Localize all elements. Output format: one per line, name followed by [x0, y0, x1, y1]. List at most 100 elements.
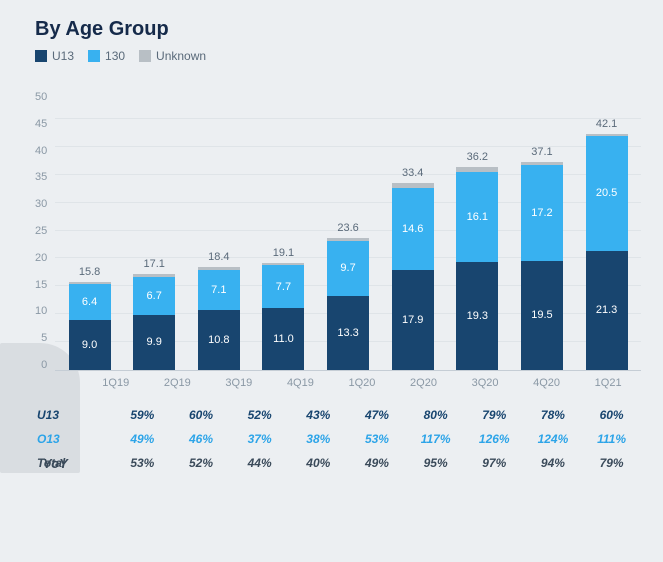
row-label: U13 [35, 408, 85, 422]
cell-value: 78% [532, 408, 574, 422]
cell-value: 60% [591, 408, 633, 422]
bar-column: 9.96.717.1 [133, 274, 175, 370]
y-tick: 30 [35, 198, 47, 210]
bar-total-label: 33.4 [402, 167, 423, 179]
bar-segment-o13: 7.7 [262, 265, 304, 308]
cell-value: 60% [180, 408, 222, 422]
y-tick: 15 [35, 279, 47, 291]
legend-item: U13 [35, 49, 74, 63]
bar-total-label: 15.8 [79, 266, 100, 278]
x-tick: 4Q19 [279, 377, 321, 389]
bar-segment-u13: 21.3 [586, 251, 628, 370]
legend-swatch [88, 50, 100, 62]
bar-total-label: 17.1 [143, 258, 164, 270]
bar-column: 17.914.633.4 [392, 183, 434, 370]
bar-segment-o13: 14.6 [392, 188, 434, 270]
bar-segment-u13: 17.9 [392, 270, 434, 370]
cell-value: 79% [473, 408, 515, 422]
bar-segment-u13: 9.9 [133, 315, 175, 370]
cell-value: 124% [532, 432, 574, 446]
row-label: O13 [35, 432, 85, 446]
bar-segment-o13: 6.4 [69, 284, 111, 320]
cell-value: 97% [473, 456, 515, 470]
bar-column: 21.320.542.1 [586, 134, 628, 370]
bar-column: 19.517.237.1 [521, 162, 563, 370]
bar-total-label: 23.6 [337, 222, 358, 234]
cell-value: 117% [415, 432, 457, 446]
bar-column: 11.07.719.1 [262, 263, 304, 370]
bar-segment-u13: 9.0 [69, 320, 111, 370]
cell-value: 49% [121, 432, 163, 446]
cell-value: 49% [356, 456, 398, 470]
legend-label: U13 [52, 49, 74, 63]
y-tick: 0 [41, 359, 47, 371]
cell-value: 126% [473, 432, 515, 446]
cell-value: 38% [297, 432, 339, 446]
bars-container: 9.06.415.89.96.717.110.87.118.411.07.719… [55, 91, 641, 370]
bar-segment-u13: 10.8 [198, 310, 240, 370]
legend-swatch [35, 50, 47, 62]
bar-column: 10.87.118.4 [198, 267, 240, 370]
chart-area: 50454035302520151050 9.06.415.89.96.717.… [35, 91, 641, 371]
bar-total-label: 19.1 [273, 247, 294, 259]
chart-title: By Age Group [35, 18, 641, 41]
y-tick: 40 [35, 145, 47, 157]
cell-value: 44% [239, 456, 281, 470]
bar-segment-o13: 6.7 [133, 277, 175, 315]
y-tick: 50 [35, 91, 47, 103]
yoy-label: YoY [41, 456, 91, 471]
y-tick: 5 [41, 332, 47, 344]
cell-value: 40% [297, 456, 339, 470]
cell-value: 59% [121, 408, 163, 422]
cell-value: 47% [356, 408, 398, 422]
bar-total-label: 37.1 [531, 146, 552, 158]
x-tick: 1Q19 [95, 377, 137, 389]
legend-item: Unknown [139, 49, 206, 63]
x-tick: 1Q21 [587, 377, 629, 389]
bar-segment-o13: 17.2 [521, 165, 563, 261]
y-tick: 10 [35, 305, 47, 317]
bar-segment-u13: 13.3 [327, 296, 369, 370]
x-tick: 3Q19 [218, 377, 260, 389]
cell-value: 95% [415, 456, 457, 470]
table-row: U13 59% 60% 52% 43% 47% 80% 79% 78% 60% [35, 403, 641, 427]
y-axis: 50454035302520151050 [35, 91, 55, 371]
y-tick: 20 [35, 252, 47, 264]
cell-value: 79% [591, 456, 633, 470]
cell-value: 53% [121, 456, 163, 470]
plot: 9.06.415.89.96.717.110.87.118.411.07.719… [55, 91, 641, 371]
x-tick: 4Q20 [526, 377, 568, 389]
bar-column: 9.06.415.8 [69, 282, 111, 370]
legend-label: Unknown [156, 49, 206, 63]
legend-label: 130 [105, 49, 125, 63]
cell-value: 52% [180, 456, 222, 470]
y-tick: 45 [35, 118, 47, 130]
cell-value: 94% [532, 456, 574, 470]
bar-segment-o13: 9.7 [327, 241, 369, 295]
table-row: O13 49% 46% 37% 38% 53% 117% 126% 124% 111% [35, 427, 641, 451]
bar-column: 19.316.136.2 [456, 167, 498, 370]
x-tick: 3Q20 [464, 377, 506, 389]
x-tick: 2Q20 [403, 377, 445, 389]
bar-segment-u13: 19.5 [521, 261, 563, 370]
bar-segment-u13: 19.3 [456, 262, 498, 370]
x-tick: 2Q19 [156, 377, 198, 389]
x-axis: 1Q19 2Q19 3Q19 4Q19 1Q20 2Q20 3Q20 4Q20 1Q21 [83, 371, 641, 389]
cell-value: 43% [297, 408, 339, 422]
legend-swatch [139, 50, 151, 62]
bar-total-label: 18.4 [208, 251, 229, 263]
cell-value: 111% [591, 432, 633, 446]
cell-value: 46% [180, 432, 222, 446]
yoy-table: U13 59% 60% 52% 43% 47% 80% 79% 78% 60% O13 49% 46% 3… [35, 403, 641, 475]
bar-segment-o13: 16.1 [456, 172, 498, 262]
bar-total-label: 36.2 [467, 151, 488, 163]
cell-value: 37% [239, 432, 281, 446]
cell-value: 53% [356, 432, 398, 446]
legend: U13 130 Unknown [35, 49, 641, 63]
y-tick: 25 [35, 225, 47, 237]
x-tick: 1Q20 [341, 377, 383, 389]
cell-value: 80% [415, 408, 457, 422]
table-row: YoYTotal53%52%44%40%49%95%97%94%79% [35, 451, 641, 475]
bar-segment-o13: 20.5 [586, 136, 628, 251]
cell-value: 52% [239, 408, 281, 422]
